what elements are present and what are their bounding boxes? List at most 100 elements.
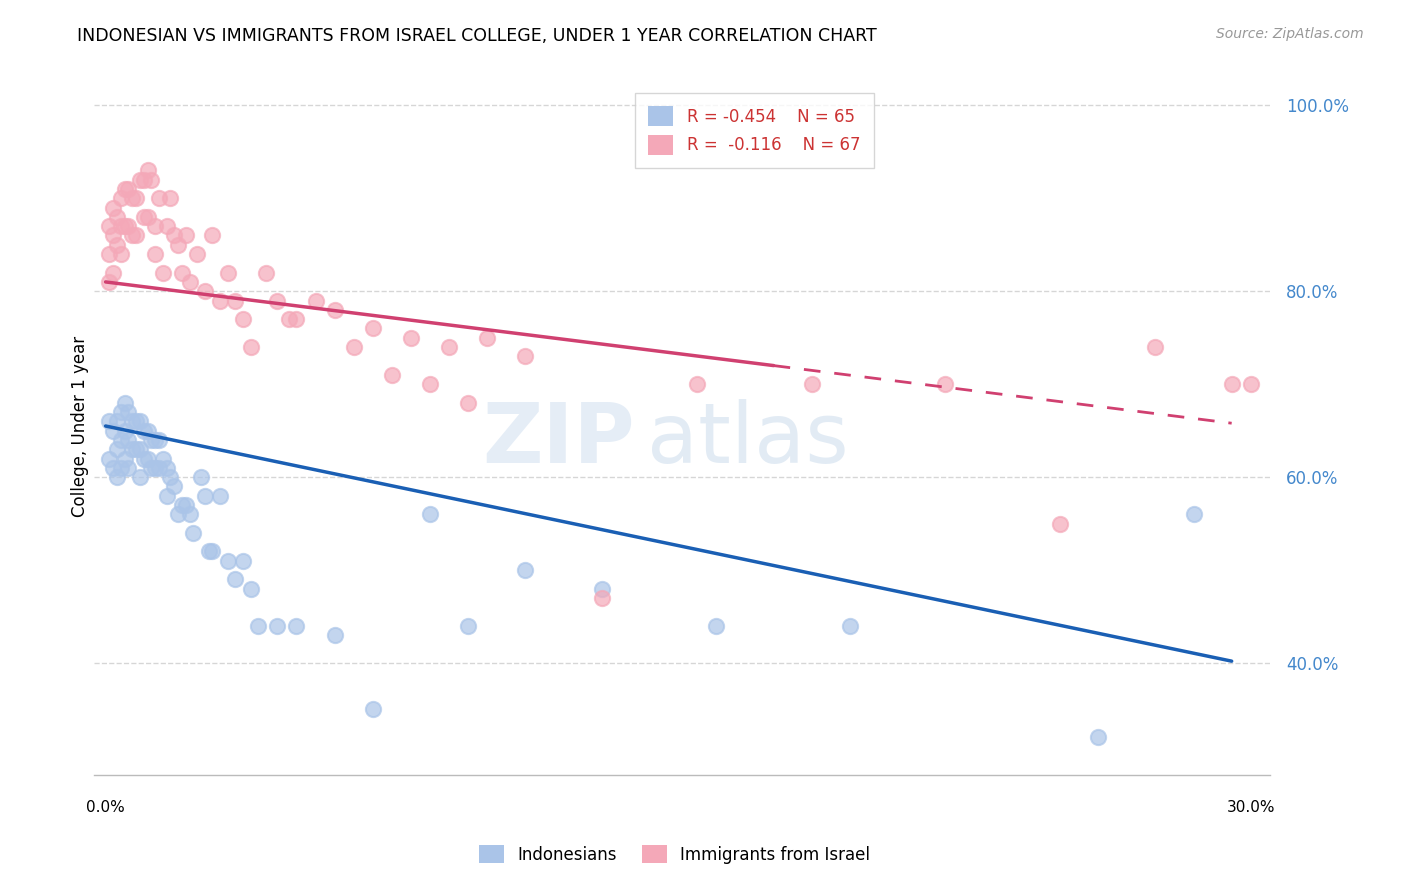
Point [105,470,128,484]
Point [254,266,277,280]
Point [136,210,159,224]
Point [437,340,460,354]
Point [148,191,170,205]
Point [285,619,308,633]
Point [105,442,128,457]
Point [167,508,190,522]
Point [201,228,224,243]
Point [1087,731,1109,745]
Point [399,331,422,345]
Point [141,460,163,475]
Point [98,414,121,428]
Point [152,266,174,280]
Point [1049,516,1071,531]
Point [686,377,709,392]
Point [167,237,190,252]
Point [361,702,384,716]
Point [343,340,366,354]
Point [121,414,143,428]
Point [121,191,143,205]
Point [110,219,132,234]
Point [132,172,155,186]
Point [323,302,346,317]
Point [704,619,727,633]
Point [457,619,479,633]
Point [117,433,139,447]
Point [170,266,193,280]
Point [105,237,128,252]
Point [143,460,166,475]
Point [209,489,232,503]
Point [839,619,862,633]
Point [143,219,166,234]
Point [419,508,441,522]
Point [121,228,143,243]
Point [217,554,239,568]
Point [285,312,308,326]
Point [148,460,170,475]
Point [209,293,232,308]
Point [591,591,613,605]
Point [103,201,125,215]
Point [174,228,197,243]
Point [98,275,121,289]
Point [103,460,125,475]
Point [103,424,125,438]
Text: ZIP: ZIP [482,400,636,481]
Point [591,582,613,596]
Point [232,312,254,326]
Point [934,377,956,392]
Point [105,414,128,428]
Point [98,451,121,466]
Point [117,405,139,419]
Point [125,191,148,205]
Point [194,489,217,503]
Point [98,219,121,234]
Point [304,293,326,308]
Point [125,228,148,243]
Point [163,228,186,243]
Point [515,349,537,363]
Point [114,396,136,410]
Point [217,266,239,280]
Point [194,284,217,298]
Text: INDONESIAN VS IMMIGRANTS FROM ISRAEL COLLEGE, UNDER 1 YEAR CORRELATION CHART: INDONESIAN VS IMMIGRANTS FROM ISRAEL COL… [77,27,877,45]
Point [174,498,197,512]
Text: atlas: atlas [647,400,848,481]
Legend: Indonesians, Immigrants from Israel: Indonesians, Immigrants from Israel [472,838,877,871]
Point [159,191,181,205]
Point [247,619,270,633]
Point [232,554,254,568]
Point [156,489,179,503]
Point [1240,377,1263,392]
Point [381,368,404,382]
Point [515,563,537,577]
Point [103,266,125,280]
Point [186,247,208,261]
Point [110,405,132,419]
Point [129,442,152,457]
Point [277,312,299,326]
Legend: R = -0.454    N = 65, R =  -0.116    N = 67: R = -0.454 N = 65, R = -0.116 N = 67 [636,93,873,169]
Point [141,433,163,447]
Point [114,219,136,234]
Point [132,451,155,466]
Point [129,172,152,186]
Point [129,470,152,484]
Point [224,293,246,308]
Point [125,414,148,428]
Point [1182,508,1205,522]
Point [129,414,152,428]
Point [110,460,132,475]
Point [105,210,128,224]
Point [148,433,170,447]
Point [1144,340,1167,354]
Point [179,275,201,289]
Text: 0.0%: 0.0% [86,799,125,814]
Point [239,340,262,354]
Point [136,451,159,466]
Point [121,442,143,457]
Point [152,451,174,466]
Point [156,219,179,234]
Point [163,479,186,493]
